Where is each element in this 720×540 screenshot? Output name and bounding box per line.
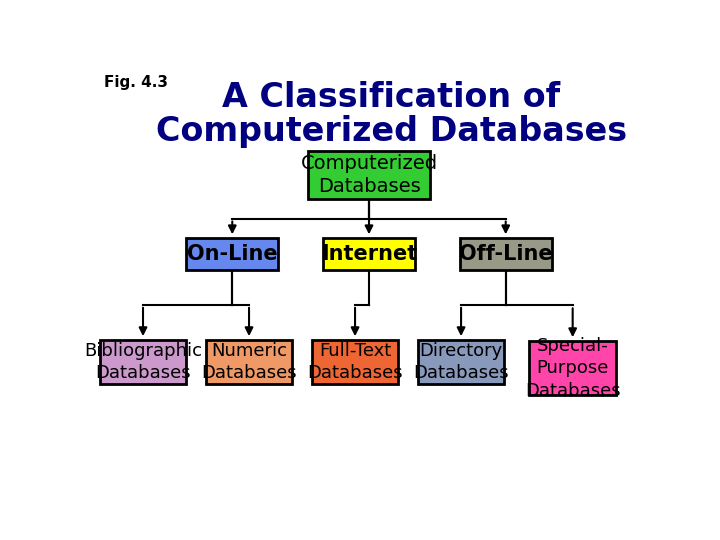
Text: Computerized Databases: Computerized Databases — [156, 114, 627, 148]
Text: Fig. 4.3: Fig. 4.3 — [104, 75, 168, 90]
Text: Internet: Internet — [321, 244, 417, 264]
FancyBboxPatch shape — [418, 340, 504, 384]
FancyBboxPatch shape — [100, 340, 186, 384]
Text: Full-Text
Databases: Full-Text Databases — [307, 342, 403, 382]
Text: Numeric
Databases: Numeric Databases — [201, 342, 297, 382]
Text: Directory
Databases: Directory Databases — [413, 342, 509, 382]
Text: Special-
Purpose
Databases: Special- Purpose Databases — [525, 337, 621, 400]
FancyBboxPatch shape — [529, 341, 616, 395]
FancyBboxPatch shape — [459, 238, 552, 269]
FancyBboxPatch shape — [186, 238, 279, 269]
Text: Bibliographic
Databases: Bibliographic Databases — [84, 342, 202, 382]
FancyBboxPatch shape — [307, 151, 431, 199]
Text: Off-Line: Off-Line — [459, 244, 552, 264]
FancyBboxPatch shape — [323, 238, 415, 269]
Text: On-Line: On-Line — [187, 244, 278, 264]
Text: A Classification of: A Classification of — [222, 82, 560, 114]
Text: Computerized
Databases: Computerized Databases — [300, 154, 438, 196]
FancyBboxPatch shape — [312, 340, 398, 384]
FancyBboxPatch shape — [206, 340, 292, 384]
